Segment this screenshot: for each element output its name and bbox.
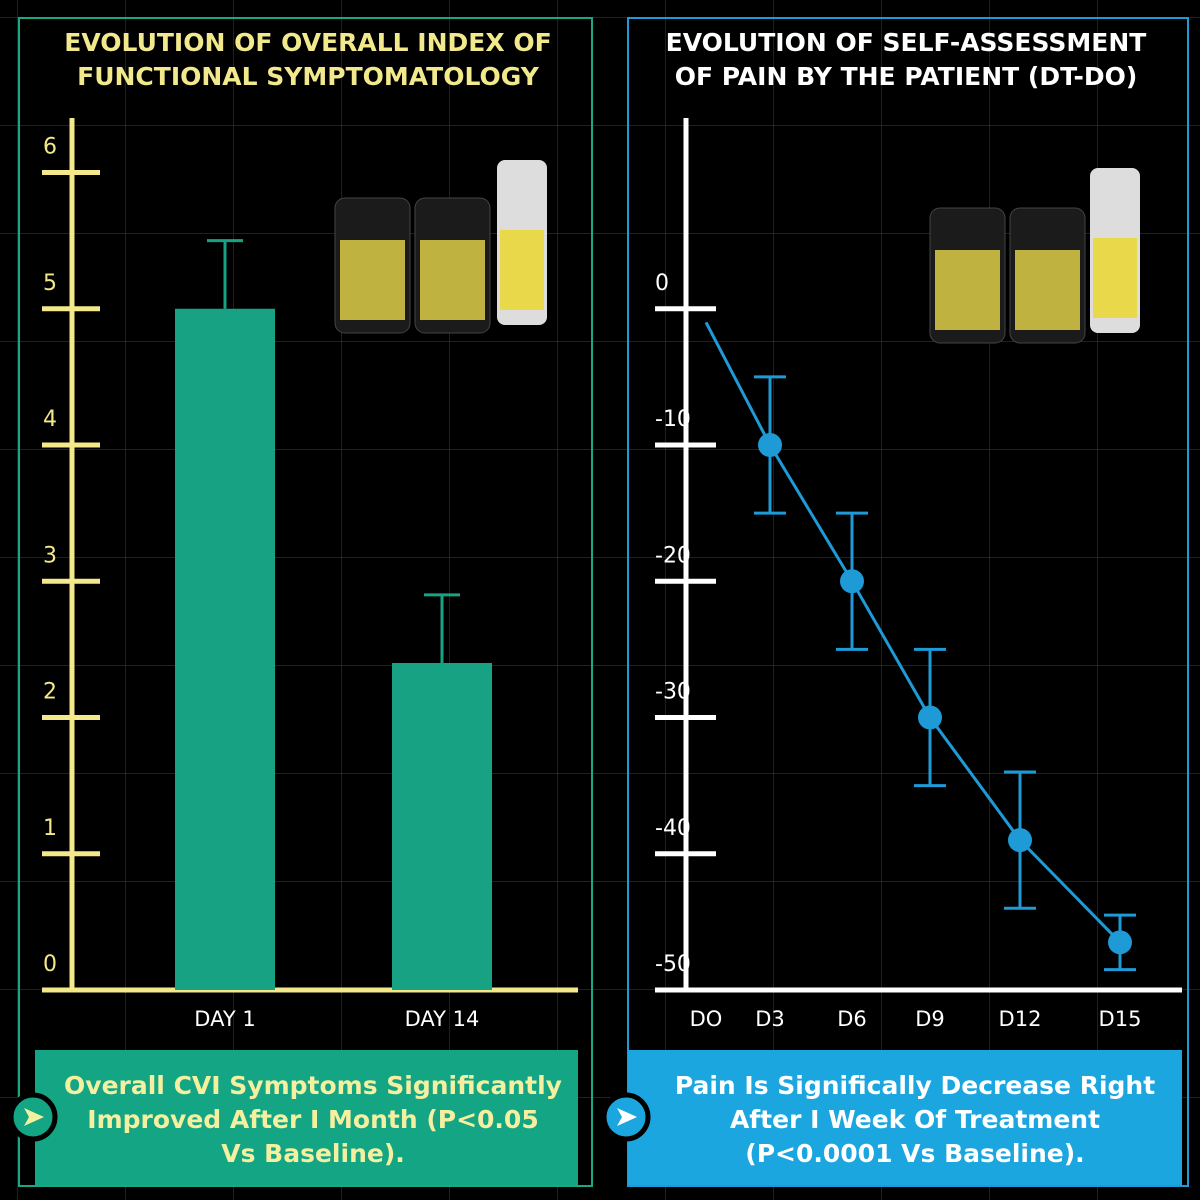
x-tick-label: DAY 1 bbox=[194, 1007, 255, 1031]
caption: After I Week Of Treatment bbox=[730, 1105, 1100, 1134]
arrow-icon bbox=[617, 1108, 637, 1126]
y-tick-label: 0 bbox=[655, 271, 669, 296]
bar bbox=[392, 663, 492, 990]
bar bbox=[175, 308, 275, 990]
caption: Vs Baseline). bbox=[221, 1139, 405, 1168]
y-tick-label: 1 bbox=[43, 816, 57, 841]
x-tick-label: D9 bbox=[915, 1007, 945, 1031]
caption: Improved After I Month (P<0.05 bbox=[87, 1105, 538, 1134]
y-tick-label: 4 bbox=[43, 407, 57, 432]
left-panel bbox=[18, 17, 593, 1187]
line bbox=[704, 321, 1122, 944]
caption: Pain Is Significally Decrease Right bbox=[675, 1071, 1155, 1100]
caption: (P<0.0001 Vs Baseline). bbox=[745, 1139, 1084, 1168]
left-caption-box bbox=[35, 1050, 578, 1185]
arrow-icon bbox=[24, 1108, 44, 1126]
y-tick-label: -50 bbox=[655, 952, 691, 977]
y-tick-label: 0 bbox=[43, 952, 57, 977]
x-tick-label: DO bbox=[690, 1007, 723, 1031]
caption: Overall CVI Symptoms Significantly bbox=[64, 1071, 562, 1100]
y-tick-label: 6 bbox=[43, 135, 57, 160]
x-tick-label: D12 bbox=[999, 1007, 1042, 1031]
x-tick-label: D6 bbox=[837, 1007, 867, 1031]
product-image bbox=[929, 168, 1140, 344]
chart-title: OF PAIN BY THE PATIENT (DT-DO) bbox=[675, 62, 1138, 91]
y-tick-label: -40 bbox=[655, 816, 691, 841]
x-tick-label: DAY 14 bbox=[405, 1007, 480, 1031]
y-tick-label: 3 bbox=[43, 543, 57, 568]
error-bar bbox=[424, 593, 460, 663]
y-tick-label: 2 bbox=[43, 680, 57, 705]
chart-title: EVOLUTION OF SELF-ASSESSMENT bbox=[666, 28, 1147, 57]
y-tick-label: -30 bbox=[655, 680, 691, 705]
point bbox=[1108, 930, 1132, 955]
y-tick-label: -20 bbox=[655, 543, 691, 568]
x-tick-label: D15 bbox=[1099, 1007, 1142, 1031]
point bbox=[918, 705, 942, 730]
x-tick-label: D3 bbox=[755, 1007, 785, 1031]
right-caption-box bbox=[628, 1050, 1182, 1185]
error-bar bbox=[207, 239, 243, 309]
point bbox=[1008, 828, 1032, 853]
y-tick-label: -10 bbox=[655, 407, 691, 432]
point bbox=[758, 433, 782, 457]
product-image bbox=[334, 160, 547, 334]
point bbox=[840, 569, 864, 594]
chart-title: EVOLUTION OF OVERALL INDEX OF bbox=[64, 28, 551, 57]
right-panel bbox=[627, 17, 1189, 1187]
chart-title: FUNCTIONAL SYMPTOMATOLOGY bbox=[77, 62, 540, 91]
y-tick-label: 5 bbox=[43, 271, 57, 296]
